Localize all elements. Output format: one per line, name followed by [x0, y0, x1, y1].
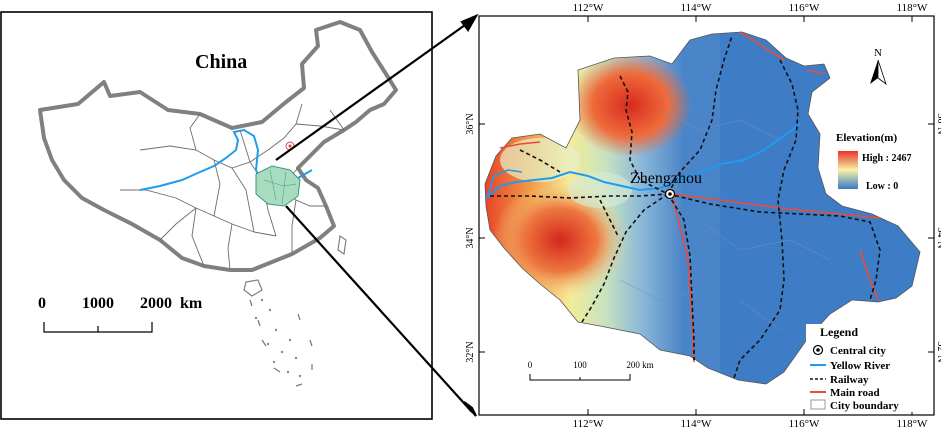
yellow-river — [486, 123, 801, 199]
legend-label-central-city: Central city — [830, 345, 886, 357]
legend-label-city-boundary: City boundary — [830, 400, 899, 412]
bottom-tick-116: 116°W — [789, 418, 820, 430]
central-city-label: Zhengzhou — [630, 170, 702, 187]
north-arrow: N — [870, 47, 887, 86]
south-china-sea-islands — [254, 298, 302, 378]
henan-city-lines — [263, 169, 297, 205]
left-tick-34: 34°N — [465, 227, 476, 248]
right-lat-ticks: 36°N 34°N 32°N — [935, 113, 941, 362]
legend-item-main-road: Main road — [810, 387, 880, 399]
scale-label-0: 0 — [38, 295, 46, 312]
legend-label-yellow-river: Yellow River — [830, 360, 890, 372]
main-roads — [499, 31, 881, 363]
taiwan-island — [337, 234, 347, 256]
zoom-connectors — [275, 13, 479, 417]
north-label: N — [874, 47, 882, 59]
legend-box — [806, 324, 924, 412]
legend-item-railway: Railway — [810, 374, 869, 386]
top-ticks: 112°W 114°W 116°W 118°W — [573, 2, 928, 14]
overview-scale-bar: 0 1000 2000 km — [38, 295, 203, 333]
elevation-high: High : 2467 — [862, 153, 911, 164]
detail-scale-100: 100 — [573, 360, 587, 370]
legend-label-main-road: Main road — [830, 387, 880, 399]
legend-item-city-boundary: City boundary — [810, 399, 899, 412]
bottom-ticks: 112°W 114°W 116°W 118°W — [573, 418, 928, 430]
scale-label-2000: 2000 — [140, 295, 172, 312]
south-sea-dashes — [249, 299, 313, 387]
top-tick-114: 114°W — [681, 2, 712, 14]
legend-item-yellow-river: Yellow River — [810, 360, 890, 372]
left-tick-32: 32°N — [465, 341, 476, 362]
elevation-title: Elevation(m) — [836, 132, 897, 144]
scale-label-1000: 1000 — [82, 295, 114, 312]
top-tick-118: 118°W — [897, 2, 928, 14]
central-city-marker — [664, 188, 676, 200]
right-tick-36: 36°N — [935, 113, 941, 134]
left-lat-ticks: 36°N 34°N 32°N — [465, 113, 476, 362]
legend-title: Legend — [820, 325, 858, 339]
top-tick-116: 116°W — [789, 2, 820, 14]
railways — [490, 35, 881, 379]
detail-panel: 112°W 114°W 116°W 118°W 112°W 114°W 116°… — [465, 2, 941, 430]
top-tick-112: 112°W — [573, 2, 604, 14]
graticule-ticks — [479, 16, 934, 415]
elevation-color-ramp — [838, 151, 858, 189]
legend-label-railway: Railway — [830, 374, 869, 386]
china-outline — [38, 20, 398, 272]
left-tick-36: 36°N — [465, 113, 476, 134]
detail-scale-bar: 0 100 200 km — [528, 360, 654, 381]
overview-panel: China 0 1000 2000 km — [0, 11, 433, 420]
bottom-tick-118: 118°W — [897, 418, 928, 430]
hainan-island — [243, 279, 263, 297]
detail-scale-0: 0 — [528, 360, 533, 370]
bottom-tick-112: 112°W — [573, 418, 604, 430]
right-tick-32: 32°N — [935, 341, 941, 362]
map-legend: Legend Central city Yellow River Railway… — [806, 324, 924, 412]
elevation-legend: Elevation(m) High : 2467 Low : 0 — [836, 132, 911, 192]
legend-item-central-city: Central city — [812, 344, 886, 357]
henan-highlight — [255, 165, 301, 207]
elevation-low: Low : 0 — [866, 181, 898, 192]
bottom-tick-114: 114°W — [681, 418, 712, 430]
detail-scale-200: 200 km — [626, 360, 653, 370]
overview-title: China — [195, 51, 247, 73]
right-tick-34: 34°N — [935, 227, 941, 248]
scale-unit: km — [180, 295, 203, 312]
